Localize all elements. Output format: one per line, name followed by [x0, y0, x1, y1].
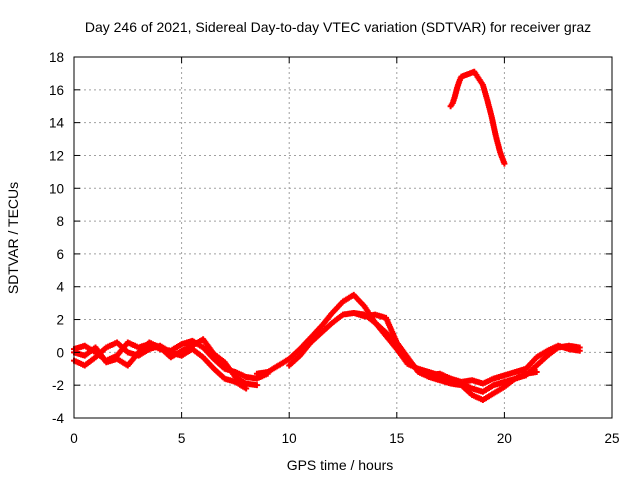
y-tick-label: -4 — [52, 411, 64, 426]
y-tick-label: 14 — [49, 116, 65, 131]
series-track-d — [253, 291, 583, 395]
series-track-f — [350, 309, 583, 387]
marker-trail — [352, 310, 581, 386]
y-tick-label: 16 — [49, 83, 64, 98]
x-tick-label: 0 — [70, 431, 78, 446]
y-tick-label: 0 — [56, 345, 64, 360]
y-tick-label: 2 — [56, 313, 64, 328]
y-tick-label: 10 — [49, 181, 64, 196]
x-tick-label: 10 — [282, 431, 297, 446]
plot-series — [71, 68, 583, 403]
marker-trail — [255, 292, 581, 395]
y-tick-label: 18 — [49, 50, 64, 65]
x-tick-label: 5 — [178, 431, 186, 446]
plot-frame — [73, 56, 613, 419]
axis-ticks: 0 5 10 15 20 25 -4 -2 0 2 4 6 8 10 12 14 16 18 — [49, 50, 620, 446]
y-tick-label: 6 — [56, 247, 64, 262]
y-tick-label: 4 — [56, 280, 64, 295]
x-tick-label: 20 — [497, 431, 512, 446]
x-axis-label: GPS time / hours — [287, 457, 394, 473]
series-short-arc — [447, 68, 508, 167]
y-tick-label: -2 — [52, 378, 64, 393]
marker-trail — [72, 340, 248, 391]
y-axis-label: SDTVAR / TECUs — [5, 182, 21, 294]
x-tick-label: 25 — [604, 431, 619, 446]
chart-title: Day 246 of 2021, Sidereal Day-to-day VTE… — [85, 19, 591, 35]
marker-trail — [448, 69, 507, 165]
y-tick-label: 8 — [56, 214, 64, 229]
y-tick-label: 12 — [49, 148, 64, 163]
marker-trail — [72, 337, 259, 388]
x-tick-label: 15 — [389, 431, 404, 446]
